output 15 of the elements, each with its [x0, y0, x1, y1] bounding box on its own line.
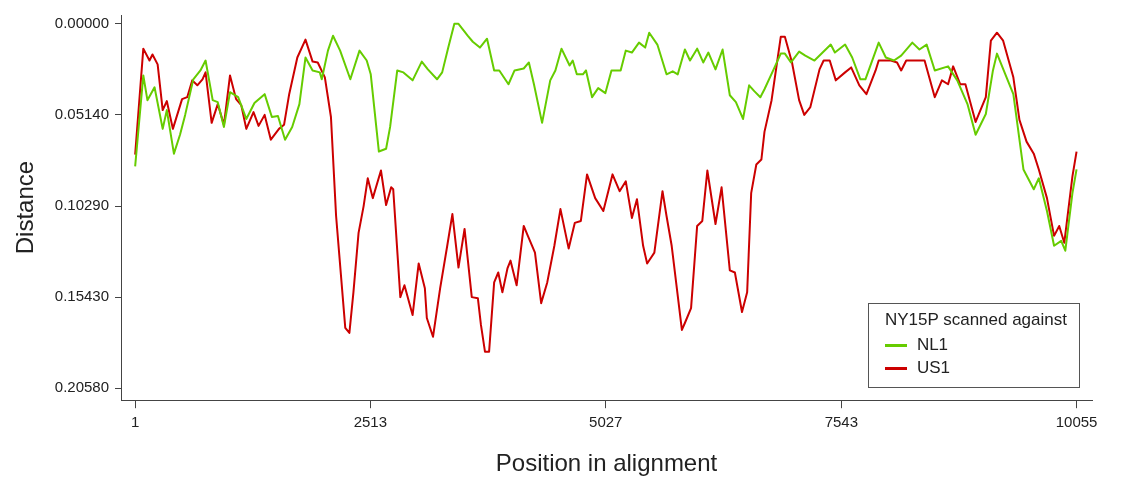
x-tick-label: 10055	[1055, 413, 1098, 431]
legend-label: NL1	[916, 335, 949, 356]
x-tick-label: 7543	[824, 413, 859, 431]
x-tick-label: 1	[130, 413, 140, 431]
x-tick-label: 2513	[353, 413, 388, 431]
legend-label: US1	[916, 358, 950, 379]
y-tick-label: 0.20580	[54, 378, 110, 396]
x-axis-title: Position in alignment	[495, 449, 718, 477]
legend-title: NY15P scanned against	[884, 310, 1067, 331]
y-tick-label: 0.05140	[54, 105, 110, 123]
y-tick-label: 0.10290	[54, 196, 110, 214]
y-tick-label: 0.00000	[54, 14, 110, 31]
x-tick-label: 5027	[589, 413, 623, 431]
y-axis-title: Distance	[11, 160, 39, 255]
y-tick-label: 0.15430	[54, 287, 110, 305]
